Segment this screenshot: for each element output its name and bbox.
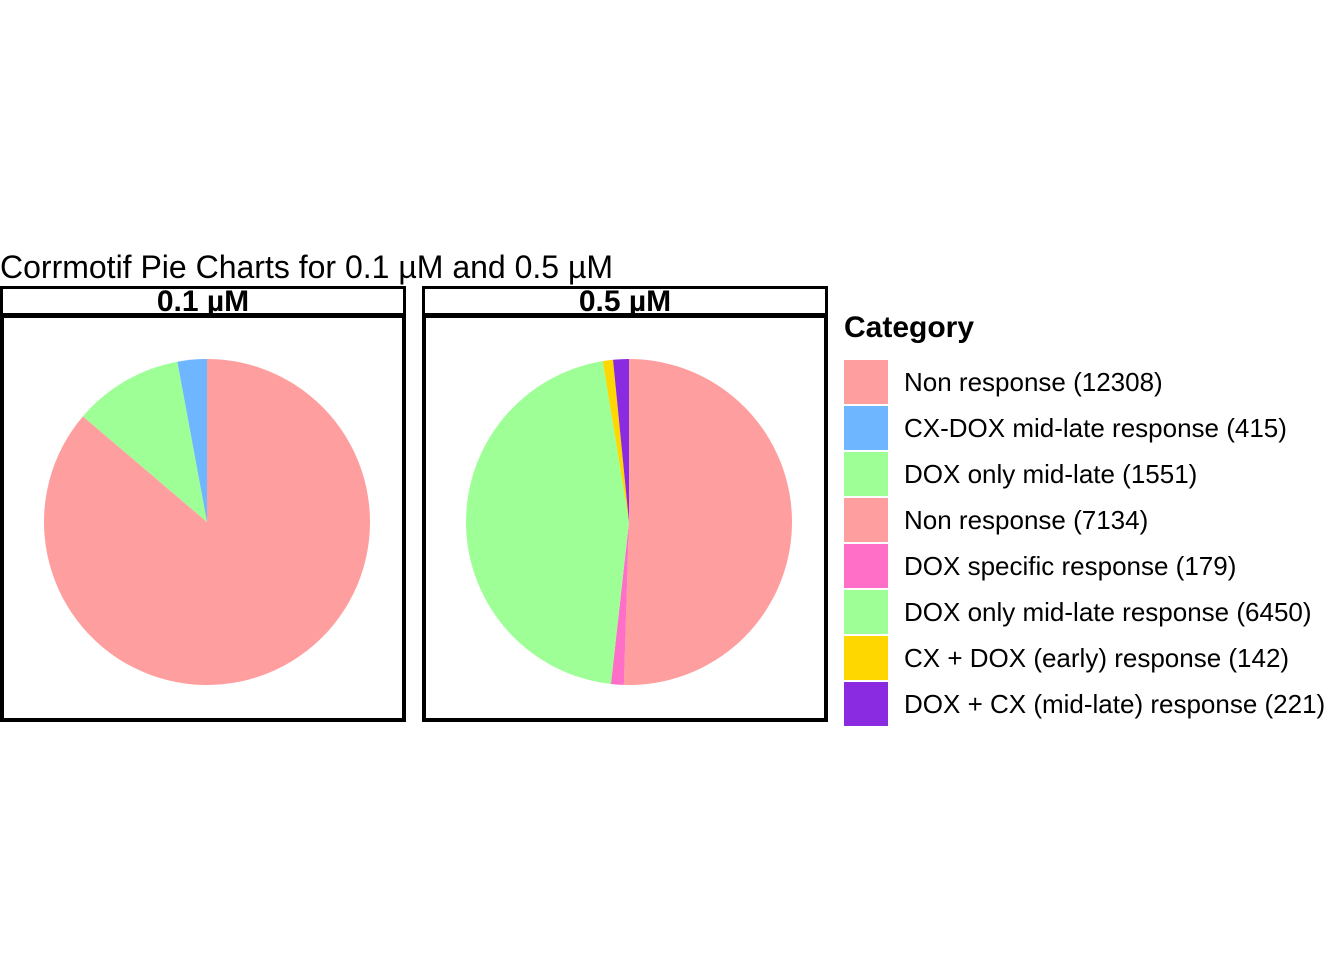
legend-label: Non response (7134) (904, 505, 1149, 535)
pie-slice (623, 359, 792, 685)
legend-key-swatch (844, 544, 888, 588)
pie-plot-area (422, 314, 828, 722)
legend-label: DOX only mid-late (1551) (904, 459, 1198, 489)
chart-title: Corrmotif Pie Charts for 0.1 µM and 0.5 … (0, 249, 614, 285)
legend-label: CX + DOX (early) response (142) (904, 643, 1290, 673)
legend-label: DOX specific response (179) (904, 551, 1237, 581)
legend-key-swatch (844, 452, 888, 496)
legend-label: CX-DOX mid-late response (415) (904, 413, 1287, 443)
pie-slice (465, 361, 629, 684)
pie-chart (465, 359, 792, 685)
legend-key-swatch (844, 360, 888, 404)
legend-key-swatch (844, 498, 888, 542)
panel-strip-label: 0.1 µM (0, 286, 406, 316)
pie-plot-area (0, 314, 406, 722)
legend-label: Non response (12308) (904, 367, 1163, 397)
legend-title: Category (844, 311, 975, 344)
pie-slice (177, 359, 207, 522)
legend-key-swatch (844, 406, 888, 450)
pie-slice (610, 522, 629, 685)
legend-label: DOX only mid-late response (6450) (904, 597, 1312, 627)
pie-chart (44, 359, 371, 685)
legend-key-swatch (844, 590, 888, 634)
legend-key-swatch (844, 682, 888, 726)
pie-slice (82, 361, 207, 522)
pie-slice (44, 359, 371, 685)
panel-strip-label: 0.5 µM (422, 286, 828, 316)
legend-label: DOX + CX (mid-late) response (221) (904, 689, 1326, 719)
pie-slice (613, 359, 629, 522)
pie-slice (602, 359, 629, 522)
legend-key-swatch (844, 636, 888, 680)
